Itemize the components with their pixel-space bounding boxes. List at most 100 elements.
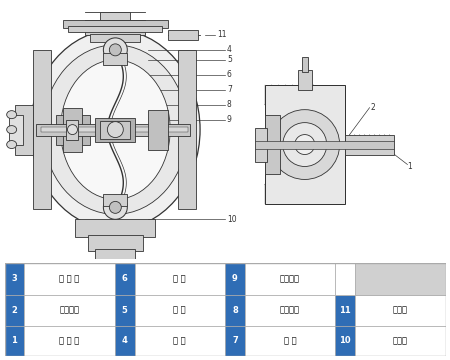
- Bar: [55, 114, 90, 145]
- Text: 进 气 口: 进 气 口: [59, 337, 80, 346]
- FancyBboxPatch shape: [245, 263, 335, 294]
- Bar: [265, 114, 280, 175]
- FancyBboxPatch shape: [24, 294, 115, 325]
- Text: 连 杆: 连 杆: [284, 337, 297, 346]
- FancyBboxPatch shape: [355, 294, 446, 325]
- FancyBboxPatch shape: [225, 294, 245, 325]
- FancyBboxPatch shape: [335, 294, 355, 325]
- Text: 圆 球: 圆 球: [174, 337, 186, 346]
- Bar: [63, 108, 82, 152]
- FancyBboxPatch shape: [4, 325, 24, 356]
- Bar: [76, 219, 155, 237]
- Text: 9: 9: [227, 115, 232, 124]
- Bar: [67, 120, 78, 140]
- Bar: [265, 85, 345, 204]
- Bar: [95, 118, 135, 141]
- Bar: [100, 121, 130, 139]
- Ellipse shape: [60, 60, 170, 199]
- Bar: [100, 12, 130, 20]
- Bar: [298, 70, 312, 90]
- Text: 泵进口: 泵进口: [393, 337, 408, 346]
- Text: 7: 7: [227, 85, 232, 94]
- FancyBboxPatch shape: [115, 263, 135, 294]
- FancyBboxPatch shape: [225, 263, 245, 294]
- Text: 中间支架: 中间支架: [280, 274, 300, 283]
- Ellipse shape: [7, 111, 17, 119]
- FancyBboxPatch shape: [4, 263, 24, 294]
- Text: 2: 2: [12, 306, 18, 315]
- FancyBboxPatch shape: [115, 294, 135, 325]
- Text: 3: 3: [278, 90, 283, 99]
- Text: 4: 4: [122, 337, 128, 346]
- Text: 隔 膜: 隔 膜: [174, 274, 186, 283]
- Bar: [178, 50, 196, 210]
- FancyBboxPatch shape: [225, 325, 245, 356]
- Circle shape: [104, 38, 127, 62]
- Text: 9: 9: [232, 274, 238, 283]
- Ellipse shape: [7, 140, 17, 149]
- Bar: [345, 135, 395, 154]
- Circle shape: [108, 122, 123, 138]
- Circle shape: [270, 110, 340, 179]
- Bar: [40, 127, 188, 132]
- Text: 10: 10: [339, 337, 351, 346]
- Bar: [104, 53, 127, 65]
- Text: 排气口: 排气口: [393, 306, 408, 315]
- FancyBboxPatch shape: [135, 263, 225, 294]
- Circle shape: [109, 201, 122, 213]
- Text: 配气阀体: 配气阀体: [59, 306, 80, 315]
- Circle shape: [68, 125, 77, 135]
- Bar: [88, 235, 143, 251]
- Bar: [95, 249, 135, 259]
- FancyBboxPatch shape: [115, 325, 135, 356]
- Bar: [63, 20, 168, 28]
- Text: 5: 5: [122, 306, 128, 315]
- Bar: [255, 127, 267, 162]
- FancyBboxPatch shape: [355, 263, 446, 294]
- Text: 6: 6: [122, 274, 128, 283]
- FancyBboxPatch shape: [355, 325, 446, 356]
- Circle shape: [109, 44, 122, 56]
- FancyBboxPatch shape: [245, 325, 335, 356]
- Bar: [168, 30, 198, 40]
- Text: 11: 11: [217, 30, 226, 39]
- Text: 球 座: 球 座: [174, 306, 186, 315]
- Circle shape: [283, 123, 327, 166]
- Ellipse shape: [31, 30, 200, 229]
- Circle shape: [104, 195, 127, 219]
- FancyBboxPatch shape: [335, 263, 355, 294]
- FancyBboxPatch shape: [135, 325, 225, 356]
- Ellipse shape: [43, 45, 188, 214]
- FancyBboxPatch shape: [135, 294, 225, 325]
- Text: 5: 5: [227, 55, 232, 64]
- Text: 8: 8: [232, 306, 238, 315]
- Text: 2: 2: [370, 103, 375, 112]
- Circle shape: [295, 135, 315, 154]
- Text: 3: 3: [12, 274, 17, 283]
- Bar: [104, 194, 127, 206]
- Bar: [302, 57, 308, 72]
- Bar: [15, 105, 32, 154]
- Bar: [86, 20, 145, 35]
- Text: 配 气 阀: 配 气 阀: [59, 274, 80, 283]
- FancyBboxPatch shape: [335, 325, 355, 356]
- FancyBboxPatch shape: [24, 263, 115, 294]
- Text: 10: 10: [227, 215, 237, 224]
- Bar: [36, 123, 190, 136]
- Bar: [9, 114, 22, 145]
- Bar: [148, 110, 168, 149]
- Bar: [255, 140, 395, 149]
- Text: 11: 11: [339, 306, 351, 315]
- Ellipse shape: [7, 126, 17, 134]
- Text: 8: 8: [227, 100, 232, 109]
- FancyBboxPatch shape: [24, 325, 115, 356]
- Text: 7: 7: [232, 337, 238, 346]
- FancyBboxPatch shape: [245, 294, 335, 325]
- Text: 1: 1: [12, 337, 18, 346]
- Text: 1: 1: [407, 162, 412, 171]
- Text: 连杆铜套: 连杆铜套: [280, 306, 300, 315]
- Text: 4: 4: [227, 45, 232, 54]
- Bar: [90, 34, 140, 42]
- Bar: [32, 50, 50, 210]
- FancyBboxPatch shape: [4, 294, 24, 325]
